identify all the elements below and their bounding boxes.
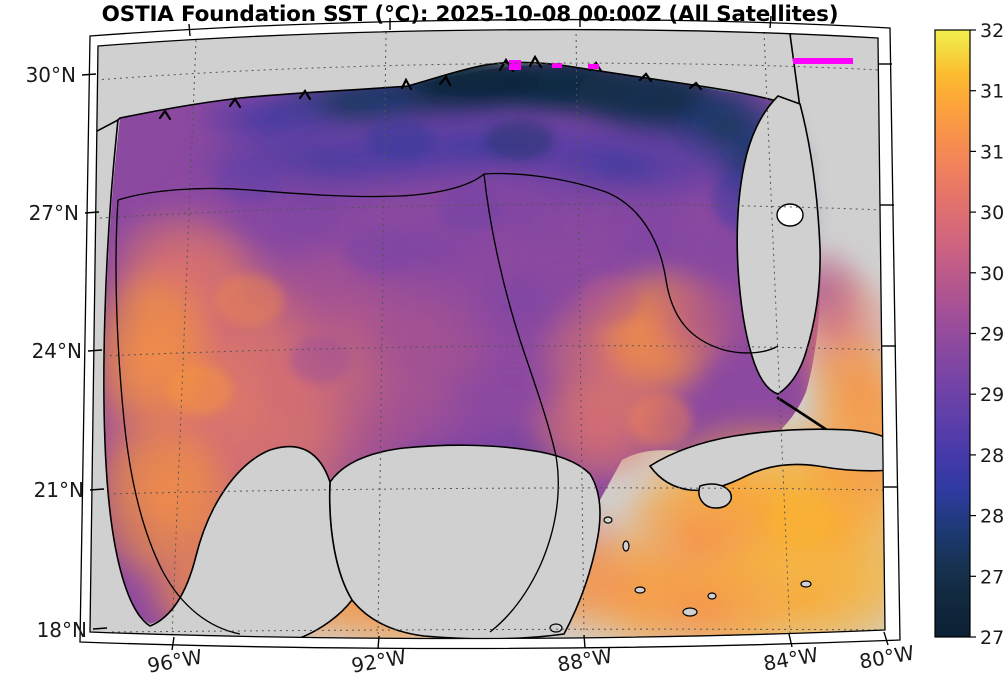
spine-outer: [79, 18, 901, 650]
colorbar-tick-labels: 32 31.5 31 30.5 30 29.5 29 28.5 28 27.5 …: [980, 20, 1003, 649]
axis-ticks: [81, 15, 897, 651]
ytick-label-30: 30°N: [26, 63, 76, 87]
cbar-label-29: 29: [980, 384, 1003, 406]
axes-frame: [79, 18, 901, 650]
ytick-label-27: 27°N: [29, 201, 79, 225]
xtick-label-0: 96°W: [146, 644, 205, 677]
gridline-lat-21: [107, 487, 885, 495]
bathymetry-contour: [115, 172, 779, 635]
station-marker-northeast-florida: [793, 58, 853, 64]
xtick-label-4: 80°W: [858, 640, 917, 673]
land-florida: [736, 95, 821, 395]
cbar-label-30: 30: [980, 263, 1003, 285]
cbar-label-27: 27: [980, 627, 1003, 649]
station-markers: [509, 58, 853, 70]
gridline-lat-30: [95, 62, 881, 81]
cbar-label-30.5: 30.5: [980, 202, 1003, 224]
gridline-lon-88: [575, 29, 585, 635]
ytick-label-21: 21°N: [34, 478, 84, 502]
map-gridlines: [95, 29, 885, 637]
cbar-label-31.5: 31.5: [980, 81, 1003, 103]
colorbar[interactable]: 32 31.5 31 30.5 30 29.5 29 28.5 28 27.5 …: [934, 20, 1003, 649]
cbar-label-28.5: 28.5: [980, 445, 1003, 467]
gridline-lat-24: [103, 345, 884, 357]
cbar-label-28: 28: [980, 506, 1003, 528]
land-yucatan: [328, 444, 601, 639]
land-mexico: [90, 118, 353, 639]
gridline-lat-18: [111, 628, 885, 633]
cbar-label-31: 31: [980, 141, 1003, 163]
map-panel: 96°W 92°W 88°W 84°W 80°W 30°N 27°N 24°N …: [26, 15, 917, 678]
colorbar-ticks: [970, 29, 976, 638]
small-islands: [549, 516, 812, 633]
spine-inner: [89, 28, 886, 640]
land-isla-juventud: [698, 483, 732, 509]
page-title: OSTIA Foundation SST (°C): 2025-10-08 00…: [101, 2, 839, 27]
cbar-label-27.5: 27.5: [980, 566, 1003, 588]
cbar-label-29.5: 29.5: [980, 324, 1003, 346]
lake-okeechobee: [776, 203, 804, 227]
xtick-label-1: 92°W: [350, 644, 409, 677]
station-marker-panhandle: [588, 64, 599, 69]
ytick-label-24: 24°N: [32, 339, 82, 363]
cbar-label-32: 32: [980, 20, 1003, 42]
y-axis-tick-labels: 30°N 27°N 24°N 21°N 18°N: [26, 63, 87, 642]
ytick-label-18: 18°N: [37, 618, 87, 642]
xtick-label-3: 84°W: [762, 642, 821, 675]
gridline-lon-84: [763, 31, 791, 635]
x-axis-tick-labels: 96°W 92°W 88°W 84°W 80°W: [146, 640, 917, 677]
station-marker-mississippi-sound: [509, 60, 521, 70]
colorbar-gradient: [934, 29, 971, 638]
station-marker-pensacola: [552, 63, 562, 68]
